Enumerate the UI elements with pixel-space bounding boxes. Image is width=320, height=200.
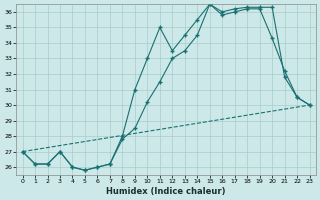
X-axis label: Humidex (Indice chaleur): Humidex (Indice chaleur): [106, 187, 226, 196]
